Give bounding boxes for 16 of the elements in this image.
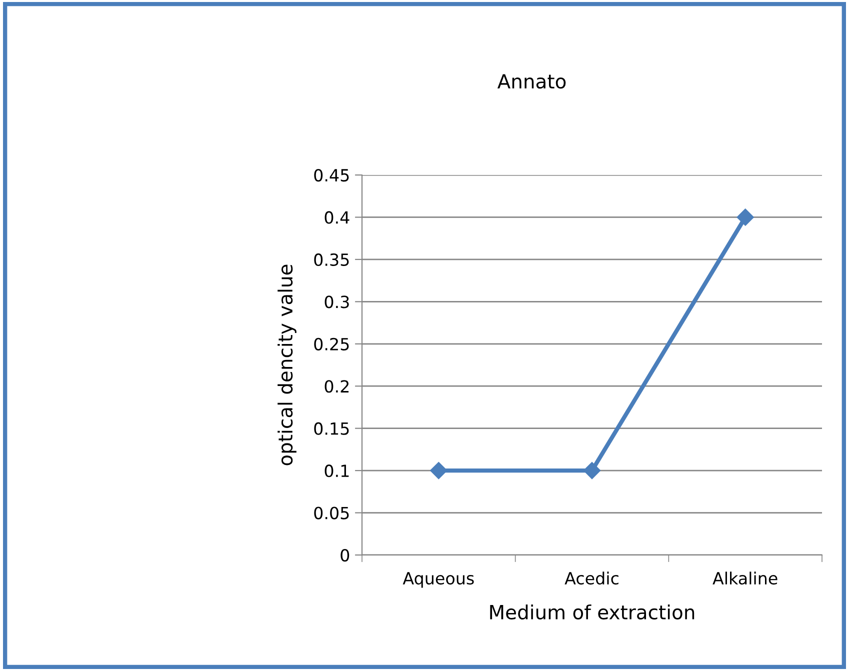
x-tick-label: Alkaline (712, 572, 778, 585)
y-tick-label: 0.2 (324, 380, 349, 393)
chart-title: Annato (497, 74, 566, 89)
y-tick-label: 0.3 (324, 296, 349, 308)
y-tick-label: 0.35 (314, 253, 349, 266)
y-axis-title: optical dencity value (278, 264, 296, 466)
x-tick-label: Aqueous (402, 572, 474, 588)
y-tick-label: 0.4 (324, 211, 350, 224)
x-tick-label: Acedic (564, 572, 618, 585)
y-tick-label: 0.05 (314, 506, 349, 520)
y-tick-label: 0.45 (314, 168, 349, 182)
y-tick-label: 0 (340, 548, 350, 562)
y-tick-label: 0.15 (314, 422, 349, 435)
x-axis-title: Medium of extraction (490, 604, 694, 620)
y-tick-label: 0.25 (314, 338, 349, 350)
y-tick-label: 0.1 (324, 464, 349, 478)
